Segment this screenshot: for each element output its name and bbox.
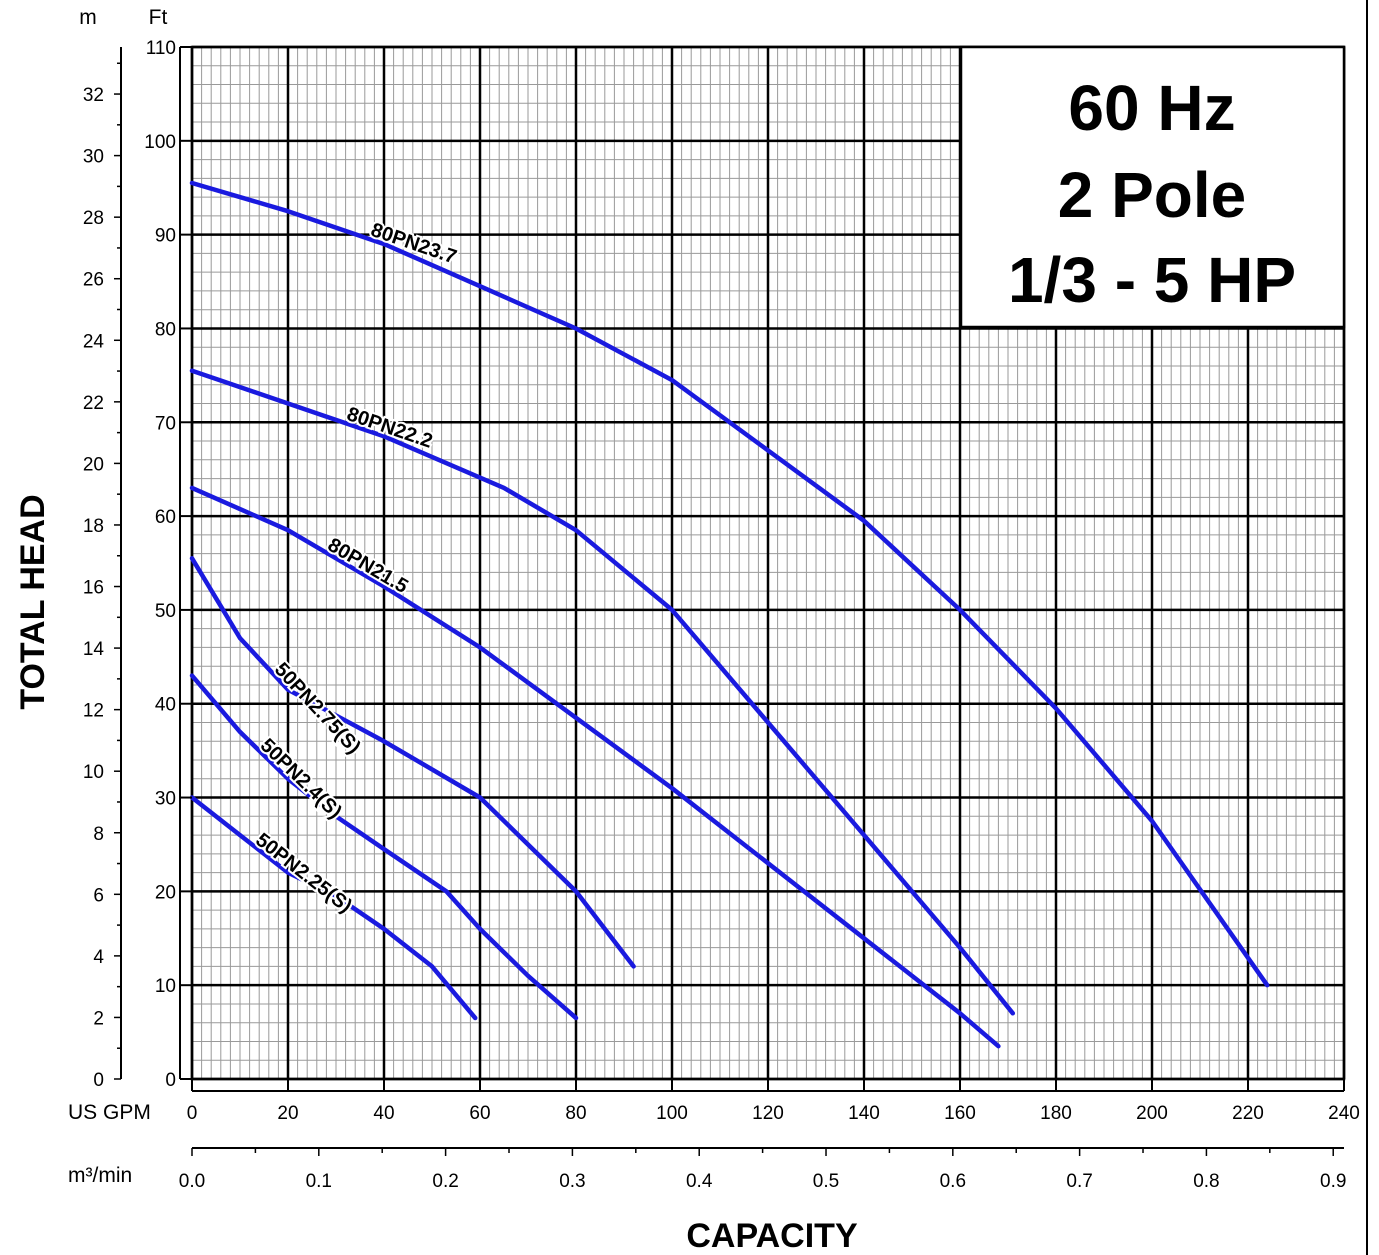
series-line — [189, 180, 1270, 988]
series-line — [189, 485, 1001, 1049]
y2-tick-label: 4 — [93, 947, 104, 968]
y2-tick-label: 12 — [83, 701, 104, 722]
y-tick-label: 110 — [146, 38, 176, 59]
series-line — [189, 795, 478, 1021]
y2-tick-label: 28 — [83, 208, 104, 229]
y-tick-label: 100 — [144, 132, 176, 153]
series-label: 50PN2.25(S) — [251, 829, 356, 918]
y2-tick-label: 18 — [83, 516, 104, 537]
y-tick-label: 80 — [155, 319, 176, 340]
title-box-line: 60 Hz — [1068, 72, 1235, 144]
y2-tick-label: 0 — [93, 1070, 104, 1091]
x-tick-label: 20 — [277, 1103, 298, 1124]
x-tick-label: 200 — [1136, 1103, 1168, 1124]
x2-tick-label: 0.6 — [940, 1171, 966, 1192]
y-tick-label: 70 — [155, 413, 176, 434]
x2-tick-label: 0.7 — [1066, 1171, 1092, 1192]
y2-tick-label: 20 — [83, 454, 104, 475]
y2-tick-label: 26 — [83, 270, 104, 291]
series-label: 80PN22.2 — [344, 403, 435, 453]
y2-tick-label: 30 — [83, 147, 104, 168]
y2-tick-label: 32 — [83, 85, 104, 106]
series-line — [189, 556, 636, 969]
title-box-frame — [959, 45, 1346, 329]
x-tick-label: 0 — [187, 1103, 198, 1124]
x-tick-label: 60 — [469, 1103, 490, 1124]
series-label: 80PN23.7 — [368, 219, 459, 269]
y-tick-label: 40 — [155, 695, 176, 716]
title-box-line: 1/3 - 5 HP — [1008, 244, 1296, 316]
x2-tick-label: 0.3 — [559, 1171, 585, 1192]
x-tick-label: 160 — [944, 1103, 976, 1124]
y2-tick-label: 22 — [83, 393, 104, 414]
y-tick-label: 10 — [155, 976, 176, 997]
y2-tick-label: 16 — [83, 578, 104, 599]
y-tick-label: 60 — [155, 507, 176, 528]
x-unit-label: US GPM — [68, 1101, 151, 1124]
y2-tick-label: 6 — [93, 885, 104, 906]
title-box-line: 2 Pole — [1058, 159, 1247, 231]
x-axis-title: CAPACITY — [686, 1217, 858, 1255]
x2-tick-label: 0.4 — [686, 1171, 713, 1192]
x-tick-label: 120 — [752, 1103, 784, 1124]
axes: 0102030405060708090100110024681012141618… — [83, 0, 1368, 1255]
y2-tick-label: 14 — [83, 639, 105, 660]
y-tick-label: 0 — [165, 1070, 176, 1091]
series-line — [189, 368, 1016, 1016]
x-tick-label: 220 — [1232, 1103, 1264, 1124]
y2-tick-label: 24 — [83, 331, 105, 352]
x-tick-label: 80 — [565, 1103, 586, 1124]
y-tick-label: 20 — [155, 882, 176, 903]
y2-tick-label: 10 — [83, 762, 104, 783]
series-label: 80PN21.5 — [324, 534, 412, 598]
grid — [190, 45, 1346, 1081]
x-tick-label: 180 — [1040, 1103, 1072, 1124]
x-tick-label: 40 — [373, 1103, 394, 1124]
x-tick-label: 240 — [1328, 1103, 1360, 1124]
y-tick-label: 50 — [155, 601, 176, 622]
x2-tick-label: 0.9 — [1320, 1171, 1346, 1192]
x2-unit-label: m³/min — [68, 1164, 132, 1187]
x2-tick-label: 0.0 — [179, 1171, 205, 1192]
series-label: 50PN2.75(S) — [270, 659, 365, 759]
series-lines — [189, 180, 1270, 1049]
y-tick-label: 90 — [155, 226, 176, 247]
y-tick-label: 30 — [155, 789, 176, 810]
x-tick-label: 140 — [848, 1103, 880, 1124]
x2-tick-label: 0.5 — [813, 1171, 839, 1192]
y2-tick-label: 2 — [93, 1008, 104, 1029]
x2-tick-label: 0.1 — [306, 1171, 332, 1192]
y2-tick-label: 8 — [93, 824, 104, 845]
title-box: 60 Hz 2 Pole 1/3 - 5 HP — [959, 45, 1346, 329]
y-axis-title: TOTAL HEAD — [14, 494, 52, 709]
x-tick-label: 100 — [656, 1103, 688, 1124]
y-unit-label: Ft — [149, 6, 168, 29]
series-line — [189, 673, 579, 1021]
x2-tick-label: 0.8 — [1193, 1171, 1219, 1192]
x2-tick-label: 0.2 — [432, 1171, 458, 1192]
y2-unit-label: m — [79, 6, 97, 29]
